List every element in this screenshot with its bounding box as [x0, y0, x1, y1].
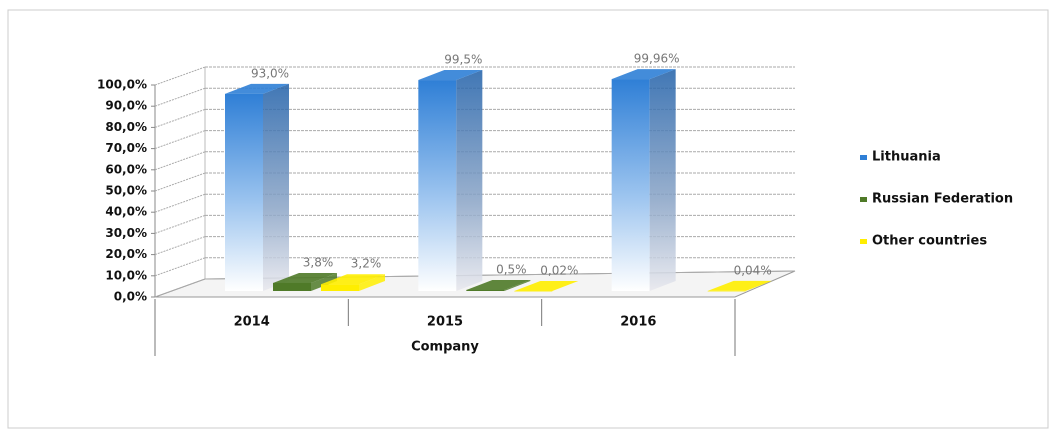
bar-front: [611, 79, 650, 291]
bar-top: [611, 69, 676, 80]
legend-label: Russian Federation: [872, 192, 1013, 207]
bar-side: [263, 83, 289, 291]
bar-side: [745, 280, 772, 291]
x-tick-label: 2014: [234, 315, 270, 330]
bar-top: [273, 272, 337, 283]
bar: [707, 280, 772, 292]
y-tick-label: 20,0%: [105, 247, 147, 261]
bar: [321, 274, 385, 291]
bar-side: [456, 70, 483, 291]
bar-top: [321, 274, 385, 285]
bar-top: [225, 83, 289, 94]
bar: [514, 280, 579, 292]
grid-line: [154, 214, 206, 234]
legend-label: Lithuania: [872, 150, 941, 165]
grid-line: [154, 87, 206, 107]
grid-line: [154, 66, 206, 86]
bar-front: [273, 282, 311, 291]
y-tick-label: 100,0%: [97, 78, 147, 92]
legend-swatch: [860, 197, 867, 202]
bar: [273, 272, 337, 291]
bar-top: [514, 280, 579, 291]
value-label: 0,02%: [540, 263, 578, 277]
grid-line: [154, 172, 206, 192]
value-label: 99,5%: [444, 53, 482, 67]
bar-front: [418, 80, 457, 291]
bar-front: [225, 93, 263, 291]
bar-top: [707, 280, 772, 291]
bar-side: [649, 69, 676, 291]
y-tick-label: 60,0%: [105, 162, 147, 176]
grid-line: [154, 236, 206, 256]
bar-front: [707, 290, 746, 292]
value-label: 0,5%: [496, 262, 527, 276]
y-tick-label: 50,0%: [105, 184, 147, 198]
grid-line: [154, 108, 206, 128]
bar-top: [418, 70, 483, 81]
y-tick-label: 10,0%: [105, 268, 147, 282]
grid-line: [154, 151, 206, 171]
value-label: 93,0%: [251, 66, 289, 80]
grid-line: [154, 257, 206, 277]
y-tick-label: 90,0%: [105, 99, 147, 113]
x-axis-title: Company: [411, 340, 479, 355]
y-tick-label: 80,0%: [105, 120, 147, 134]
bar-side: [359, 274, 385, 291]
bar-side: [552, 280, 579, 291]
y-tick-label: 40,0%: [105, 205, 147, 219]
bar-side: [504, 279, 531, 291]
value-label: 99,96%: [634, 52, 680, 66]
x-tick-label: 2015: [427, 315, 463, 330]
bar-side: [311, 272, 337, 291]
value-label: 0,04%: [734, 263, 772, 277]
value-label: 3,2%: [351, 257, 382, 271]
bar: [466, 279, 531, 291]
legend-swatch: [860, 239, 867, 244]
bar-front: [514, 290, 553, 292]
value-label: 3,8%: [303, 255, 334, 269]
legend-label: Other countries: [872, 234, 987, 249]
x-tick-label: 2016: [620, 315, 656, 330]
grid-line: [154, 130, 206, 150]
bar: [225, 83, 289, 291]
legend-swatch: [860, 155, 867, 160]
bar-front: [321, 284, 359, 291]
y-tick-label: 0,0%: [114, 290, 147, 304]
bar-top: [466, 279, 531, 290]
y-tick-label: 30,0%: [105, 226, 147, 240]
frame: [7, 9, 1049, 429]
y-tick-label: 70,0%: [105, 141, 147, 155]
bar: [611, 69, 676, 291]
bar-front: [466, 289, 505, 291]
grid-line: [154, 193, 206, 213]
bar: [418, 70, 483, 291]
